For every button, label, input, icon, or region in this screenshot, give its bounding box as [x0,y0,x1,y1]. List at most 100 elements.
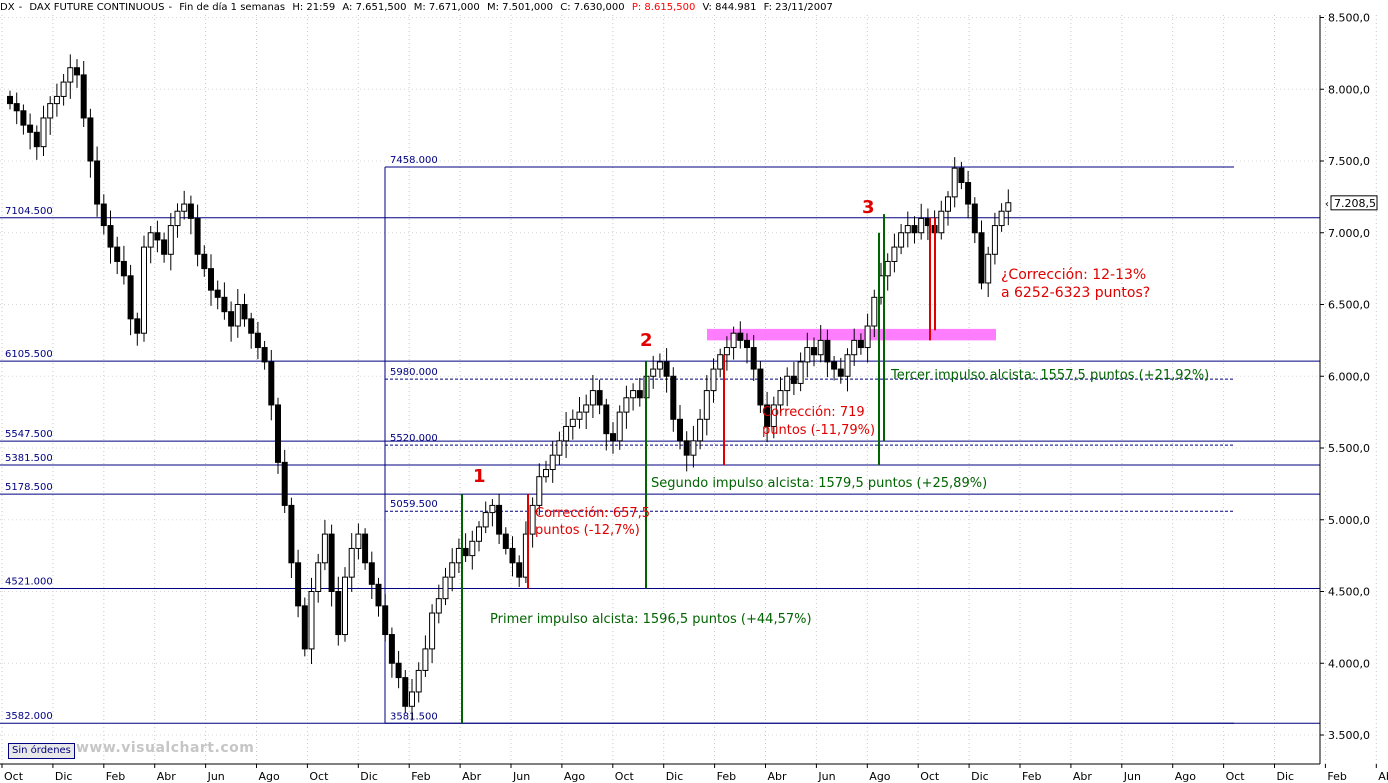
candle-body [610,433,616,442]
candle-body [576,411,583,420]
candle-body [790,375,797,384]
correction2-label-b: puntos (-11,79%) [762,423,875,438]
y-tick-label: 3.500,0 [1328,729,1370,742]
x-tick-label: Oct [920,770,940,783]
x-tick-label: Dic [360,770,378,783]
candle-body [154,232,161,241]
candle-body [261,347,268,363]
annotations: 1 2 3 Primer impulso alcista: 1596,5 puntos… [473,197,1209,627]
candle-body [556,440,563,456]
candle-body [27,124,34,133]
y-tick-label: 6.000,0 [1328,370,1370,383]
symbol-code: DX [0,2,15,13]
candle-body [482,512,489,528]
candle-body [248,318,255,334]
level-label: 7104.500 [5,206,53,217]
candle-body [94,160,101,205]
candlesticks [7,54,1012,721]
x-tick-label: Ago [564,770,586,783]
candle-body [221,296,228,313]
candle-body [275,404,281,463]
candle-body [355,533,362,549]
impulse3-label: Tercer impulso alcista: 1557,5 puntos (+… [890,368,1209,383]
candle-body [663,361,670,377]
candle-body [911,225,918,234]
candle-body [161,239,168,255]
candle-body [630,390,637,399]
candle-body [824,339,831,363]
candle-body [33,131,40,148]
candle-body [971,203,978,234]
x-tick-label: Feb [1022,770,1041,783]
candle-body [409,691,415,707]
y-tick-label: 6.500,0 [1328,299,1370,312]
candle-body [891,246,898,262]
candle-body [234,304,241,327]
candle-body [489,504,496,514]
candle-body [469,540,476,557]
impulse1-label: Primer impulso alcista: 1596,5 puntos (+… [490,612,812,627]
correction3-label-b: a 6252-6323 puntos? [1001,285,1150,301]
candle-body [978,232,985,284]
correction1-label-b: puntos (-12,7%) [535,523,640,538]
candle-body [181,203,188,212]
candle-body [496,504,503,535]
orders-button[interactable]: Sin órdenes [8,743,75,759]
candle-body [288,504,295,564]
candle-body [402,677,409,707]
candle-body [422,648,429,671]
candle-body [335,591,342,636]
candle-body [74,67,80,76]
quote-time: H: 21:59 [292,2,336,13]
candle-body [750,347,757,370]
last-price-arrow: ‹ [1325,199,1329,210]
candle-body [254,332,261,349]
candle-body [174,210,181,227]
candle-body [114,246,121,262]
time-axis: Oct Dic Feb Abr Jun Ago Oct Dic Feb Abr Jun Ago Oct D… [0,763,1388,783]
candle-body [656,361,663,370]
last-price-label: 7.208,5 [1334,197,1376,210]
candle-body [596,390,603,406]
fib-label: 5980.000 [390,367,438,378]
candle-body [53,95,60,105]
candle-body [777,390,784,406]
candle-body [80,74,87,119]
candle-body [40,117,47,148]
candle-body [837,368,844,377]
candle-body [362,533,369,564]
y-tick-label: 7.000,0 [1328,227,1370,240]
resistance-zone [707,328,996,341]
candle-body [871,296,878,327]
candle-body [321,533,328,564]
quote-date: F: 23/11/2007 [763,2,833,13]
candle-body [295,562,302,607]
timeframe: Fin de día 1 semanas [179,2,286,13]
candle-body [864,325,871,349]
candle-body [703,390,710,420]
candle-body [241,304,248,320]
candle-body [435,598,442,614]
candle-body [315,562,322,592]
x-tick-label: Ago [259,770,281,783]
candle-body [730,332,737,349]
candle-body [208,268,214,291]
candle-body [1005,202,1012,212]
instrument-name: DAX FUTURE CONTINUOUS [29,2,165,13]
candle-body [60,81,67,97]
x-tick-label: Abr [768,770,788,783]
x-tick-label: Abr [462,770,482,783]
candle-body [47,103,54,119]
candle-body [529,504,536,535]
quote-volume: V: 844.981 [702,2,757,13]
candle-body [449,562,456,578]
correction1-label-a: Corrección: 657,5 [535,506,650,521]
candle-body [429,612,436,650]
candle-body [194,217,201,255]
y-tick-label: 5.000,0 [1328,514,1370,527]
x-tick-label: Dic [55,770,73,783]
x-tick-label: Feb [717,770,736,783]
x-tick-label: Dic [971,770,989,783]
fib-label: 7458.000 [390,155,438,166]
candle-body [804,347,811,363]
